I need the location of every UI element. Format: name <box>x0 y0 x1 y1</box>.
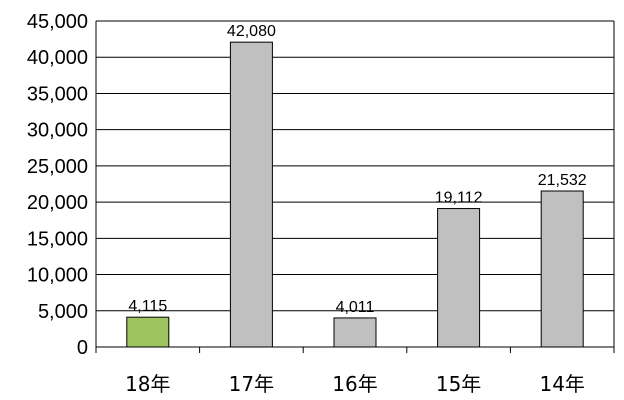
x-category-label: 18年 <box>125 372 170 396</box>
y-tick-label: 0 <box>77 337 88 359</box>
data-label: 42,080 <box>227 23 276 40</box>
data-label: 21,532 <box>538 172 587 189</box>
bar-3 <box>333 317 377 348</box>
bar-2 <box>229 41 273 348</box>
x-category-label: 15年 <box>436 372 481 396</box>
y-tick-label: 20,000 <box>27 192 88 214</box>
y-tick-label: 40,000 <box>27 47 88 69</box>
x-category-label: 14年 <box>539 372 584 396</box>
bar-5 <box>540 190 584 348</box>
data-label: 4,011 <box>336 299 375 316</box>
x-category-label: 16年 <box>332 372 377 396</box>
x-axis-category-labels: 18年 17年 16年 15年 14年 <box>125 372 585 396</box>
axes <box>95 21 615 353</box>
y-tick-label: 10,000 <box>27 265 88 287</box>
y-tick-label: 25,000 <box>27 156 88 178</box>
bar-1 <box>126 316 170 348</box>
y-tick-label: 5,000 <box>38 301 88 323</box>
data-label: 4,115 <box>128 298 167 315</box>
y-axis-tick-labels: 0 5,000 10,000 15,000 20,000 25,000 30,000 35,0… <box>27 11 88 359</box>
x-category-label: 17年 <box>229 372 274 396</box>
data-label: 19,112 <box>435 190 483 207</box>
y-tick-label: 45,000 <box>27 11 88 33</box>
bar-4 <box>437 208 481 348</box>
y-tick-label: 35,000 <box>27 83 88 105</box>
gridlines <box>96 20 614 312</box>
data-labels: 4,115 42,080 4,011 19,112 21,532 <box>128 23 586 316</box>
bars <box>126 41 584 348</box>
y-tick-label: 30,000 <box>27 120 88 142</box>
y-tick-label: 15,000 <box>27 228 88 250</box>
